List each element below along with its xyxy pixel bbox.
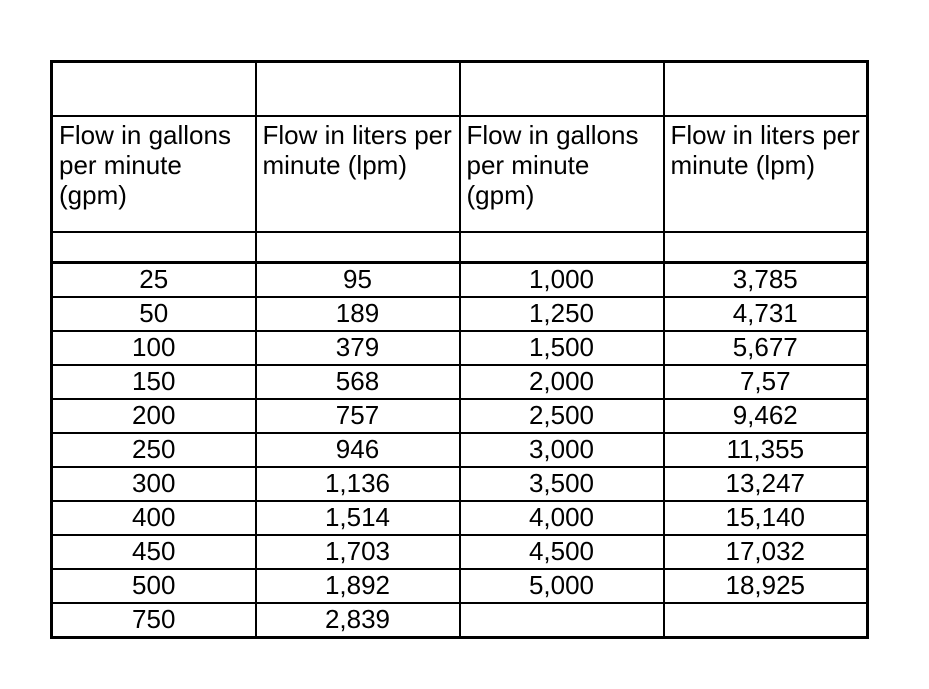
cell-lpm-2: 3,785 [664,263,868,298]
cell-gpm-1: 500 [52,569,256,603]
cell-gpm-2: 1,250 [460,297,664,331]
cell-lpm-2: 9,462 [664,399,868,433]
blank-cell [460,62,664,117]
cell-gpm-2: 3,000 [460,433,664,467]
column-header-gpm-2: Flow in gallons per minute (gpm) [460,116,664,232]
cell-gpm-2: 4,000 [460,501,664,535]
cell-gpm-2: 2,000 [460,365,664,399]
cell-lpm-1: 1,136 [256,467,460,501]
cell-gpm-1: 150 [52,365,256,399]
cell-gpm-2 [460,603,664,638]
table-row: 750 2,839 [52,603,868,638]
cell-lpm-1: 1,514 [256,501,460,535]
cell-gpm-2: 3,500 [460,467,664,501]
table-blank-top-row [52,62,868,117]
cell-lpm-1: 189 [256,297,460,331]
column-header-gpm-1: Flow in gallons per minute (gpm) [52,116,256,232]
cell-lpm-2: 5,677 [664,331,868,365]
blank-cell [664,232,868,263]
blank-cell [460,232,664,263]
cell-gpm-1: 450 [52,535,256,569]
cell-lpm-2: 4,731 [664,297,868,331]
cell-gpm-1: 750 [52,603,256,638]
cell-lpm-2: 13,247 [664,467,868,501]
table-row: 200 757 2,500 9,462 [52,399,868,433]
cell-gpm-2: 1,500 [460,331,664,365]
cell-lpm-2: 17,032 [664,535,868,569]
cell-gpm-1: 250 [52,433,256,467]
cell-gpm-1: 200 [52,399,256,433]
table-row: 25 95 1,000 3,785 [52,263,868,298]
cell-lpm-1: 757 [256,399,460,433]
cell-lpm-2: 18,925 [664,569,868,603]
cell-lpm-1: 946 [256,433,460,467]
cell-gpm-1: 100 [52,331,256,365]
cell-gpm-1: 300 [52,467,256,501]
cell-lpm-2: 11,355 [664,433,868,467]
cell-lpm-2 [664,603,868,638]
table-row: 450 1,703 4,500 17,032 [52,535,868,569]
column-header-lpm-2: Flow in liters per minute (lpm) [664,116,868,232]
table-row: 300 1,136 3,500 13,247 [52,467,868,501]
cell-lpm-1: 1,892 [256,569,460,603]
blank-cell [52,62,256,117]
blank-cell [256,62,460,117]
cell-gpm-2: 5,000 [460,569,664,603]
cell-gpm-1: 400 [52,501,256,535]
cell-gpm-2: 1,000 [460,263,664,298]
table-header-row: Flow in gallons per minute (gpm) Flow in… [52,116,868,232]
table-spacer-row [52,232,868,263]
cell-lpm-1: 1,703 [256,535,460,569]
cell-gpm-2: 2,500 [460,399,664,433]
cell-lpm-1: 2,839 [256,603,460,638]
page: Flow in gallons per minute (gpm) Flow in… [0,0,929,689]
cell-lpm-1: 95 [256,263,460,298]
cell-lpm-2: 7,57 [664,365,868,399]
table-row: 400 1,514 4,000 15,140 [52,501,868,535]
cell-lpm-1: 568 [256,365,460,399]
flow-conversion-table: Flow in gallons per minute (gpm) Flow in… [50,60,869,639]
cell-lpm-1: 379 [256,331,460,365]
cell-lpm-2: 15,140 [664,501,868,535]
table-row: 150 568 2,000 7,57 [52,365,868,399]
column-header-lpm-1: Flow in liters per minute (lpm) [256,116,460,232]
table-row: 100 379 1,500 5,677 [52,331,868,365]
table-row: 250 946 3,000 11,355 [52,433,868,467]
table-row: 500 1,892 5,000 18,925 [52,569,868,603]
table-row: 50 189 1,250 4,731 [52,297,868,331]
cell-gpm-1: 25 [52,263,256,298]
cell-gpm-1: 50 [52,297,256,331]
cell-gpm-2: 4,500 [460,535,664,569]
blank-cell [256,232,460,263]
blank-cell [52,232,256,263]
blank-cell [664,62,868,117]
